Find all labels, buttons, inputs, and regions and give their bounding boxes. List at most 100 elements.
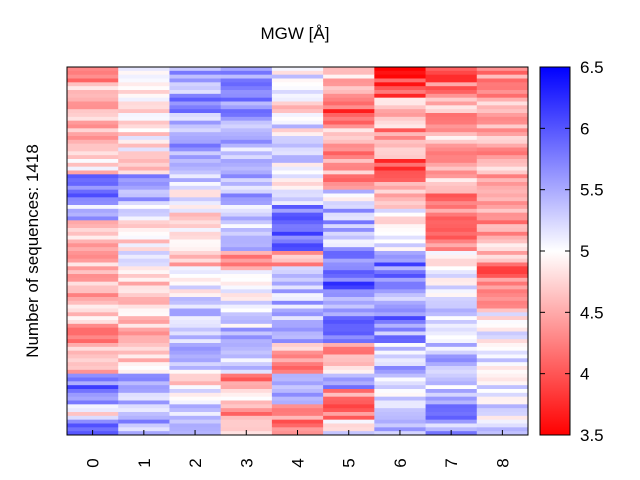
heatmap-cell [323,404,375,409]
heatmap-cell [425,389,478,394]
heatmap-cell [169,155,222,160]
heatmap-cell [220,205,273,210]
heatmap-cell [220,120,273,125]
heatmap-cell [118,93,170,99]
heatmap-cell [476,101,529,106]
heatmap-cell [271,427,324,432]
heatmap-cell [425,93,478,99]
heatmap-cell [425,247,478,252]
heatmap-cell [67,90,119,95]
heatmap-cell [425,408,478,413]
colorbar-tick-label: 6.5 [580,58,604,77]
heatmap-cell [271,396,324,401]
heatmap-cell [271,74,324,79]
heatmap-cell [425,392,478,398]
heatmap-cell [476,331,529,336]
heatmap-cell [323,396,375,401]
heatmap-cell [220,285,273,290]
heatmap-cell [425,266,478,271]
heatmap-cell [374,335,426,340]
heatmap-cell [220,159,273,164]
heatmap-cell [323,304,375,309]
heatmap-cell [118,327,170,332]
x-tick-label: 7 [442,458,461,467]
heatmap-cell [323,343,375,348]
heatmap-cell [271,201,324,206]
heatmap-cell [425,350,478,355]
heatmap-cell [323,78,375,83]
heatmap-cell [169,343,222,348]
heatmap-cell [67,335,119,340]
heatmap-cell [374,139,426,145]
heatmap-cell [323,216,375,221]
heatmap-cell [323,308,375,313]
heatmap-cell [374,308,426,313]
heatmap-cell [169,120,222,125]
heatmap-cell [271,116,324,122]
heatmap-cell [271,404,324,409]
heatmap-cell [425,346,478,352]
heatmap-cell [271,304,324,309]
heatmap-cell [118,82,170,87]
heatmap-cell [374,373,426,378]
heatmap-cell [374,120,426,125]
heatmap-cell [374,320,426,325]
heatmap-cell [169,105,222,110]
heatmap-cell [476,289,529,294]
heatmap-cell [425,116,478,122]
heatmap-cell [67,247,119,252]
heatmap-cell [476,193,529,198]
x-tick-label: 5 [340,458,359,467]
heatmap-cell [374,343,426,348]
heatmap-cell [476,151,529,156]
heatmap-cell [118,331,170,336]
heatmap-cell [323,82,375,87]
heatmap-cell [425,323,478,329]
heatmap-cell [169,189,222,194]
heatmap-cell [476,419,529,424]
heatmap-cell [374,415,426,421]
heatmap-cell [271,185,324,191]
heatmap-cell [169,385,222,390]
heatmap-cell [323,281,375,286]
heatmap-cell [169,143,222,148]
heatmap-cell [118,396,170,401]
heatmap-cell [169,258,222,263]
heatmap-cell [220,128,273,133]
heatmap-cell [271,320,324,325]
heatmap-cell [271,415,324,421]
heatmap-cell [374,251,426,256]
heatmap-cell [67,277,119,283]
heatmap-cell [374,408,426,413]
heatmap-cell [271,285,324,290]
heatmap-cell [169,101,222,106]
heatmap-cell [169,419,222,424]
heatmap-cell [323,67,375,72]
heatmap-cell [118,109,170,114]
heatmap-cell [425,354,478,359]
heatmap-cell [118,277,170,283]
heatmap-cell [169,415,222,421]
heatmap-cell [169,396,222,401]
heatmap-cell [220,258,273,263]
heatmap-cell [476,423,529,428]
heatmap-cell [425,197,478,202]
heatmap-cell [323,151,375,156]
heatmap-cell [425,358,478,363]
heatmap-cell [374,166,426,171]
heatmap-cell [476,304,529,309]
heatmap-cell [271,235,324,240]
heatmap-cell [271,327,324,332]
heatmap-cell [67,159,119,164]
heatmap-cell [323,231,375,237]
heatmap-cell [476,120,529,125]
heatmap-cell [220,235,273,240]
heatmap-cell [374,235,426,240]
heatmap-cell [169,251,222,256]
heatmap-cell [476,254,529,260]
heatmap-cell [220,136,273,141]
heatmap-cell [271,381,324,386]
heatmap-cell [323,220,375,225]
heatmap-cell [476,74,529,79]
heatmap-cell [476,258,529,263]
